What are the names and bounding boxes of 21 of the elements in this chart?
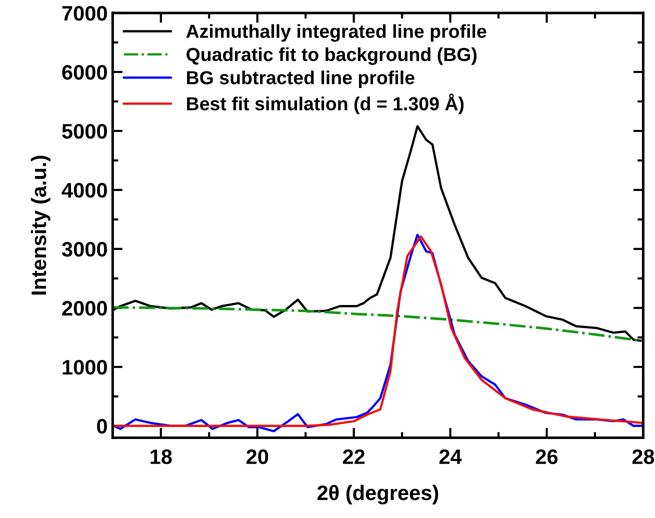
legend-label: Quadratic fit to background (BG) — [186, 47, 477, 65]
y-tick-label: 6000 — [62, 64, 107, 80]
y-axis-title: Intensity (a.u.) — [30, 156, 50, 295]
x-tick-label: 28 — [632, 449, 654, 464]
line-series — [112, 306, 644, 342]
legend-label: Best fit simulation (d = 1.309 Å) — [187, 94, 464, 114]
x-tick-label: 26 — [536, 449, 558, 464]
x-tick-label: 24 — [439, 449, 462, 464]
y-tick-label: 3000 — [62, 242, 107, 257]
y-tick-label: 0 — [97, 418, 107, 434]
x-tick-label: 18 — [150, 449, 172, 464]
legend-label: BG subtracted line profile — [187, 70, 414, 88]
y-tick-label: 1000 — [62, 360, 107, 375]
legend-label: Azimuthally integrated line profile — [186, 24, 486, 42]
y-tick-label: 7000 — [62, 6, 107, 21]
y-tick-label: 4000 — [62, 182, 107, 198]
y-tick-label: 5000 — [62, 124, 107, 139]
x-axis-title: 2θ (degrees) — [317, 484, 438, 504]
x-tick-label: 22 — [342, 449, 365, 464]
y-tick-label: 2000 — [62, 300, 107, 316]
x-tick-label: 20 — [246, 449, 268, 464]
